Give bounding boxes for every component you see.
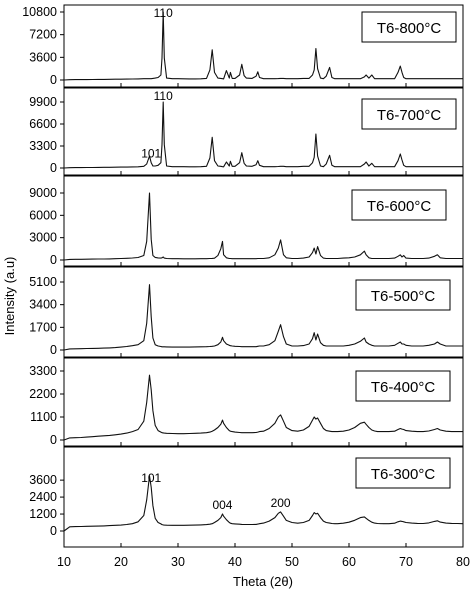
pattern-line bbox=[63, 475, 464, 532]
series-label: T6-800°C bbox=[377, 20, 442, 37]
y-tick-label: 0 bbox=[50, 253, 57, 267]
panel-4: 0 1700 3400 5100 T6-500°C bbox=[29, 266, 464, 358]
y-tick-label: 1700 bbox=[29, 320, 57, 334]
series-label-box bbox=[351, 189, 447, 221]
y-tick-label: 1200 bbox=[29, 507, 57, 521]
panel-3: 0 3000 6000 9000 T6-600°C bbox=[29, 175, 464, 267]
y-tick-label: 9900 bbox=[29, 95, 57, 109]
panel-frame bbox=[63, 357, 464, 447]
pattern-line bbox=[63, 374, 463, 441]
x-tick-label: 30 bbox=[171, 555, 185, 569]
x-tick-label: 50 bbox=[285, 555, 299, 569]
panel-frame bbox=[63, 175, 464, 267]
y-tick-label: 0 bbox=[50, 343, 57, 357]
pattern-line bbox=[63, 11, 463, 81]
y-tick-label: 3600 bbox=[29, 50, 57, 64]
series-label: T6-400°C bbox=[371, 379, 436, 396]
peak-label: 101 bbox=[141, 471, 161, 485]
x-tick-label: 10 bbox=[57, 555, 71, 569]
series-label: T6-600°C bbox=[367, 198, 432, 215]
panel-frame bbox=[63, 4, 464, 88]
panel-2: 0 3300 6600 9900 101 110 T6-700°C bbox=[29, 87, 464, 176]
y-tick-label: 0 bbox=[50, 433, 57, 447]
y-axis-title: Intensity (a.u) bbox=[2, 257, 17, 336]
y-tick-label: 1100 bbox=[30, 410, 57, 424]
x-tick-label: 80 bbox=[456, 555, 470, 569]
peak-label: 110 bbox=[154, 89, 173, 103]
panel-5: 0 1100 2200 3300 T6-400°C bbox=[29, 357, 464, 447]
y-tick-label: 9000 bbox=[29, 186, 57, 200]
peak-label: 004 bbox=[212, 498, 232, 512]
pattern-line bbox=[63, 284, 463, 351]
series-label-box bbox=[355, 370, 451, 402]
y-tick-label: 3300 bbox=[29, 364, 57, 378]
peak-label: 101 bbox=[141, 147, 161, 161]
peak-label: 200 bbox=[271, 496, 291, 510]
series-label: T6-300°C bbox=[371, 466, 436, 483]
series-label: T6-700°C bbox=[377, 107, 442, 124]
x-tick-label: 60 bbox=[342, 555, 356, 569]
x-axis-title: Theta (2θ) bbox=[233, 574, 293, 589]
y-tick-label: 6000 bbox=[29, 208, 57, 222]
pattern-line bbox=[63, 101, 463, 169]
panel-frame bbox=[63, 87, 464, 176]
y-tick-label: 0 bbox=[50, 73, 57, 87]
panel-1: 0 3600 7200 10800 110 T6-800°C bbox=[22, 4, 464, 88]
panels-layer: 0 3600 7200 10800 110 T6-800°C 0 3300 6600 9900 10… bbox=[22, 4, 464, 548]
y-tick-label: 0 bbox=[50, 161, 57, 175]
x-tick-label: 20 bbox=[114, 555, 128, 569]
y-tick-label: 3000 bbox=[29, 231, 57, 245]
y-tick-label: 7200 bbox=[29, 28, 57, 42]
y-tick-label: 5100 bbox=[29, 275, 57, 289]
y-tick-label: 0 bbox=[50, 524, 57, 538]
x-tick-label: 40 bbox=[228, 555, 242, 569]
series-label: T6-500°C bbox=[371, 288, 436, 305]
x-axis: 10 20 30 40 50 60 70 80 bbox=[57, 555, 470, 569]
series-label-box bbox=[355, 279, 451, 311]
series-label-box bbox=[361, 11, 457, 43]
peak-label: 110 bbox=[154, 6, 173, 20]
y-tick-label: 10800 bbox=[22, 5, 57, 19]
y-tick-label: 2200 bbox=[29, 387, 57, 401]
y-tick-label: 3400 bbox=[29, 298, 57, 312]
pattern-line bbox=[63, 192, 463, 261]
series-label-box bbox=[355, 457, 451, 489]
y-tick-label: 2400 bbox=[29, 490, 57, 504]
panel-frame bbox=[63, 266, 464, 358]
x-tick-label: 70 bbox=[399, 555, 413, 569]
y-tick-label: 3300 bbox=[29, 139, 57, 153]
y-tick-label: 3600 bbox=[29, 473, 57, 487]
series-label-box bbox=[361, 98, 457, 130]
y-tick-label: 6600 bbox=[29, 117, 57, 131]
panel-6: 0 1200 2400 3600 101 004 200 T6-300°C bbox=[29, 446, 464, 548]
